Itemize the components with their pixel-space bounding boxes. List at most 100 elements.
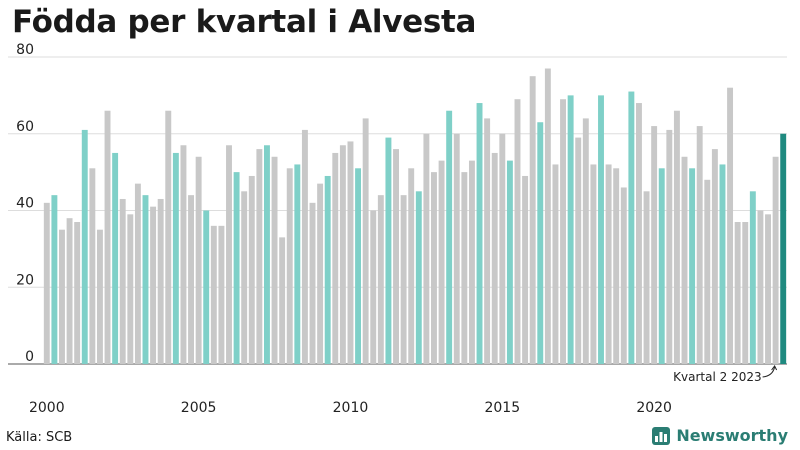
bar: [233, 172, 240, 364]
bar: [757, 210, 764, 364]
annotation: Kvartal 2 2023: [673, 365, 778, 384]
bar: [142, 195, 149, 364]
bar: [355, 168, 362, 364]
bar: [476, 103, 483, 365]
bar: [514, 99, 521, 365]
bar: [271, 156, 278, 364]
x-axis-labels: 2000 2005 2010 2015 2020: [29, 400, 672, 416]
bar: [74, 222, 81, 364]
brand-logo[interactable]: Newsworthy: [652, 426, 788, 445]
bar: [567, 95, 574, 364]
bar: [81, 129, 88, 364]
bar: [529, 76, 536, 364]
chart-title: Födda per kvartal i Alvesta: [12, 4, 477, 40]
bar: [560, 99, 567, 365]
x-tick-label: 2020: [636, 400, 672, 416]
y-tick-label: 40: [16, 196, 34, 212]
bar: [582, 118, 589, 365]
bar: [461, 172, 468, 364]
bar: [749, 191, 756, 364]
bar: [393, 149, 399, 364]
bar: [195, 156, 202, 364]
bar: [431, 172, 437, 364]
bar: [506, 160, 513, 364]
x-tick-label: 2015: [484, 400, 520, 416]
bar: [279, 237, 286, 364]
bar: [522, 175, 529, 364]
bar: [59, 229, 65, 364]
bar: [89, 168, 96, 364]
annotation-label: Kvartal 2 2023: [673, 370, 761, 384]
bar: [605, 164, 612, 364]
bar: [453, 133, 460, 364]
y-tick-label: 60: [16, 119, 34, 135]
bar: [150, 206, 157, 364]
bar: [324, 175, 331, 364]
bar: [446, 110, 453, 364]
bar: [188, 195, 195, 364]
bar: [294, 164, 301, 364]
bar: [491, 152, 498, 364]
bar: [734, 222, 741, 364]
bar: [537, 122, 544, 364]
bars: [43, 68, 787, 365]
bar: [711, 149, 718, 364]
bar: [408, 168, 415, 364]
brand-name: Newsworthy: [676, 426, 788, 445]
bar: [134, 183, 141, 364]
bar: [370, 210, 377, 364]
bar: [727, 87, 734, 364]
annotation-arrowhead: [771, 365, 778, 371]
bar: [339, 145, 346, 364]
bar: [651, 126, 658, 364]
bar: [575, 137, 582, 364]
bar: [438, 160, 445, 364]
bar: [180, 145, 187, 364]
bar: [415, 191, 422, 364]
bar: [590, 164, 597, 364]
bar: [309, 202, 316, 364]
bar: [112, 152, 119, 364]
bar: [317, 183, 324, 364]
bar: [66, 218, 73, 364]
bar: [332, 152, 339, 364]
bar: [742, 222, 749, 364]
bar: [96, 229, 103, 364]
bar: [248, 175, 255, 364]
bar: [666, 129, 673, 364]
bar: [780, 133, 787, 364]
bar: [468, 160, 475, 364]
bar: [256, 149, 263, 364]
bar: [377, 195, 384, 364]
newsworthy-logo-icon: [652, 426, 671, 445]
bar: [704, 179, 711, 364]
bar: [127, 214, 134, 364]
bar: [484, 118, 491, 365]
bar: [172, 152, 179, 364]
y-axis-labels: 0 20 40 60 80: [16, 42, 34, 365]
bar: [423, 133, 430, 364]
bar: [689, 168, 696, 364]
bar: [226, 145, 232, 364]
annotation-arrow: [762, 366, 776, 378]
bar: [241, 191, 248, 364]
bar: [620, 187, 627, 364]
y-tick-label: 20: [16, 272, 34, 288]
bar: [696, 126, 703, 364]
bar: [218, 225, 225, 364]
bar: [385, 137, 392, 364]
source-label: Källa: SCB: [6, 430, 73, 445]
bar: [552, 164, 559, 364]
y-tick-label: 0: [25, 349, 34, 365]
bar: [765, 214, 771, 364]
bar: [598, 95, 604, 364]
bar: [400, 195, 407, 364]
bar: [210, 225, 217, 364]
bar: [362, 118, 369, 365]
bar: [286, 168, 293, 364]
bar: [628, 91, 635, 364]
bar: [301, 129, 308, 364]
bar: [43, 202, 50, 364]
bar: [643, 191, 650, 364]
